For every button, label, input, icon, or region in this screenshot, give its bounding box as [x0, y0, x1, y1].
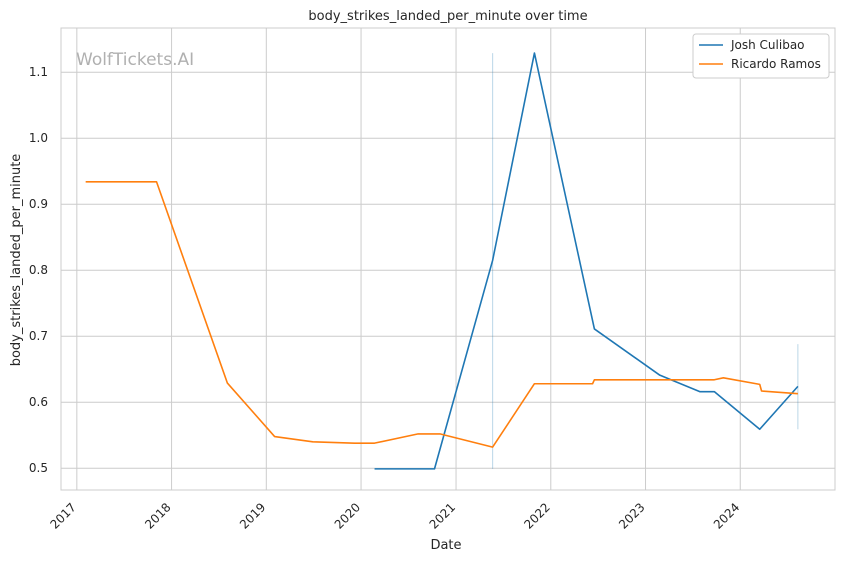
y-axis-title: body_strikes_landed_per_minute — [9, 154, 24, 367]
x-tick-label: 2023 — [616, 500, 647, 531]
x-tick-label: 2019 — [237, 500, 268, 531]
y-tick-label: 0.5 — [29, 461, 48, 475]
y-tick-labels: 0.5 0.6 0.7 0.8 0.9 1.0 1.1 — [29, 65, 48, 475]
y-tick-label: 0.8 — [29, 263, 48, 277]
x-axis-title: Date — [430, 538, 461, 553]
legend-label-josh-culibao: Josh Culibao — [730, 38, 805, 52]
y-tick-label: 0.9 — [29, 197, 48, 211]
plot-area — [60, 27, 836, 491]
series-line-josh-culibao — [374, 52, 799, 470]
x-tick-label: 2022 — [521, 500, 552, 531]
watermark: WolfTickets.AI — [76, 50, 194, 70]
y-tick-label: 1.0 — [29, 131, 48, 145]
y-tick-label: 0.7 — [29, 329, 48, 343]
series-line-ricardo-ramos — [85, 180, 798, 448]
legend-box — [692, 33, 830, 79]
x-tick-label: 2018 — [142, 500, 173, 531]
chart-title: body_strikes_landed_per_minute over time — [308, 9, 587, 24]
x-tick-label: 2021 — [427, 500, 458, 531]
y-tick-label: 1.1 — [29, 65, 48, 79]
series-lines — [85, 52, 799, 470]
legend: Josh Culibao Ricardo Ramos — [692, 33, 830, 79]
x-tick-label: 2017 — [47, 500, 78, 531]
x-tick-label: 2020 — [332, 500, 363, 531]
x-tick-labels: 2017 2018 2019 2020 2021 2022 2023 2024 — [47, 500, 742, 531]
y-tick-label: 0.6 — [29, 395, 48, 409]
grid — [61, 28, 835, 490]
legend-label-ricardo-ramos: Ricardo Ramos — [731, 57, 821, 71]
x-tick-label: 2024 — [711, 500, 742, 531]
